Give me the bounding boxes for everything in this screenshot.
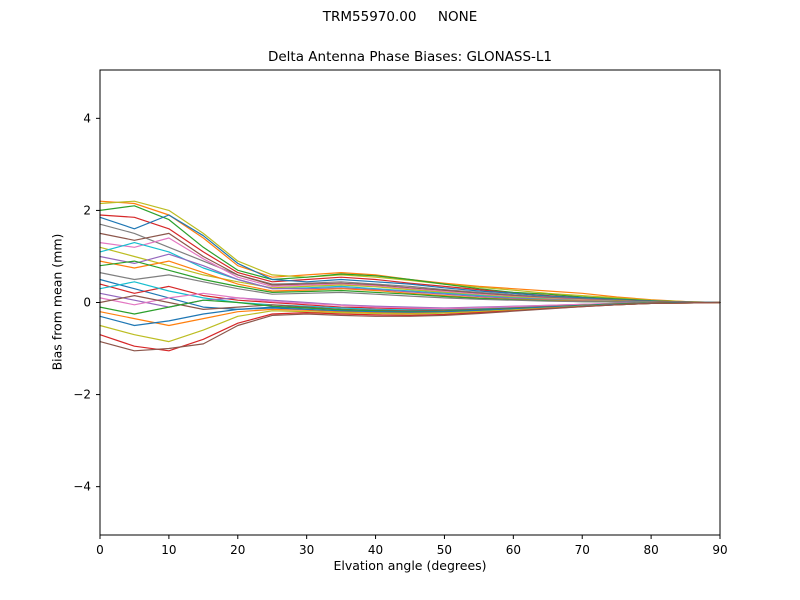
svg-text:0: 0 (96, 543, 104, 557)
axes-title: Delta Antenna Phase Biases: GLONASS-L1 (267, 49, 553, 65)
svg-text:30: 30 (299, 543, 314, 557)
svg-text:40: 40 (368, 543, 383, 557)
svg-text:−2: −2 (73, 388, 91, 402)
svg-text:60: 60 (506, 543, 521, 557)
svg-text:70: 70 (575, 543, 590, 557)
x-axis-label: Elvation angle (degrees) (333, 558, 487, 573)
svg-text:90: 90 (712, 543, 727, 557)
figure-title: TRM55970.00 NONE (322, 9, 478, 25)
svg-text:4: 4 (83, 111, 91, 125)
svg-text:0: 0 (83, 296, 91, 310)
svg-text:80: 80 (643, 543, 658, 557)
svg-text:50: 50 (437, 543, 452, 557)
svg-text:10: 10 (161, 543, 176, 557)
svg-text:−4: −4 (73, 480, 91, 494)
svg-text:2: 2 (83, 203, 91, 217)
svg-text:20: 20 (230, 543, 245, 557)
y-axis-label: Bias from mean (mm) (49, 233, 65, 371)
